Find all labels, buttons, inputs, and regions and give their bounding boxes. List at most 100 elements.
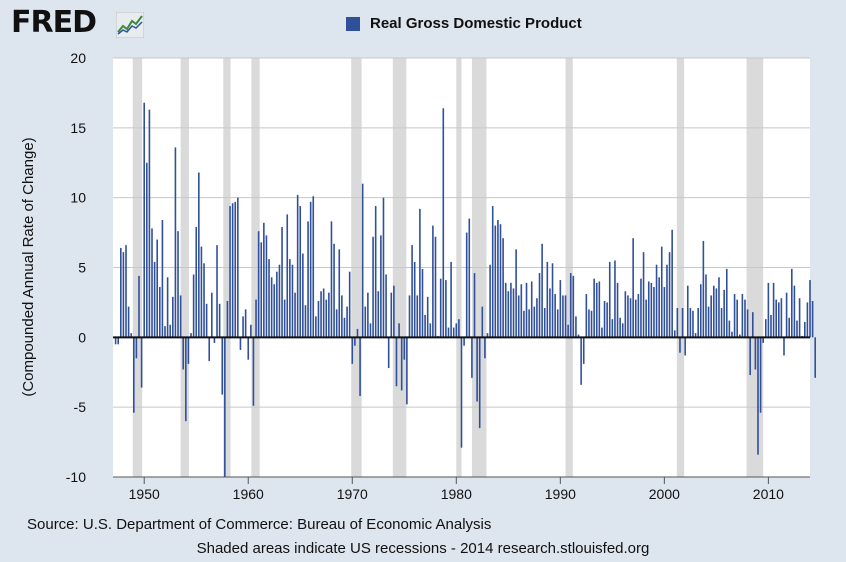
gdp-bar (757, 337, 759, 455)
gdp-bar (239, 337, 242, 350)
legend-label: Real Gross Domestic Product (370, 15, 582, 32)
gdp-bar (406, 337, 408, 405)
gdp-bar (720, 308, 723, 338)
gdp-bar (413, 261, 416, 338)
gdp-bar (382, 197, 385, 338)
gdp-bar (273, 284, 276, 338)
gdp-bar (286, 214, 289, 338)
gdp-bar (400, 337, 403, 391)
gdp-bar (621, 323, 624, 338)
gdp-bar (374, 206, 377, 338)
gdp-bar (746, 309, 749, 338)
gdp-bar (122, 252, 125, 338)
gdp-bar (120, 247, 122, 338)
gdp-bar (356, 328, 359, 338)
gdp-bar (616, 282, 619, 338)
gdp-bar (541, 243, 543, 338)
gdp-bar (218, 303, 221, 338)
gdp-bar (608, 261, 611, 338)
gdp-bar (117, 337, 120, 345)
gdp-bar (572, 275, 575, 338)
gdp-bar (785, 292, 788, 338)
gdp-bar (328, 292, 330, 338)
legend-swatch (346, 16, 360, 31)
gdp-bar (250, 324, 252, 338)
gdp-bar (343, 317, 346, 338)
gdp-bar (650, 282, 653, 338)
gdp-bar (562, 295, 564, 338)
gdp-bar (398, 323, 400, 338)
gdp-bar (507, 291, 510, 338)
fred-logo[interactable]: FRED (11, 5, 97, 40)
gdp-bar (172, 296, 174, 338)
gdp-bar (689, 308, 692, 338)
gdp-bar (796, 320, 798, 338)
line-chart-icon (116, 12, 144, 38)
gdp-bar (712, 285, 715, 338)
gdp-bar (736, 299, 738, 338)
gdp-bar (125, 245, 127, 338)
gdp-bar (127, 306, 130, 338)
gdp-bar (515, 249, 517, 338)
gdp-bar (419, 208, 421, 338)
gdp-bar (148, 109, 151, 338)
gdp-bar (439, 278, 442, 338)
gdp-bar (653, 287, 655, 338)
gdp-bar (543, 308, 546, 338)
gdp-bar (658, 277, 660, 338)
gdp-bar (226, 301, 229, 338)
gdp-bar (598, 281, 601, 338)
gdp-bar (751, 312, 754, 338)
y-tick-label: 20 (70, 50, 86, 66)
gdp-bar (749, 337, 751, 376)
gdp-bar (512, 288, 515, 338)
gdp-bar (530, 281, 533, 338)
gdp-bar (803, 321, 806, 338)
gdp-bar (606, 302, 608, 338)
gdp-bar (673, 330, 676, 338)
gdp-bar (777, 302, 780, 338)
gdp-bar (231, 203, 234, 338)
gdp-bar (424, 314, 426, 338)
y-tick-label: 10 (70, 190, 86, 206)
gdp-bar (192, 274, 195, 338)
gdp-bar (629, 298, 632, 338)
y-axis-label: (Compounded Annual Rate of Change) (20, 137, 37, 396)
gdp-bar (783, 337, 785, 356)
gdp-bar (291, 264, 294, 338)
gdp-bar (198, 172, 200, 338)
gdp-bar (575, 316, 577, 338)
gdp-bar (359, 337, 361, 396)
gdp-bar (393, 285, 395, 338)
gdp-bar (619, 317, 621, 338)
gdp-bar (733, 294, 736, 338)
gdp-bar (663, 287, 666, 338)
gdp-bar (744, 299, 746, 338)
gdp-bar (458, 319, 460, 338)
y-tick-label: 0 (78, 329, 86, 345)
gdp-bar (315, 316, 317, 338)
source-note: Source: U.S. Department of Commerce: Bur… (27, 516, 492, 533)
gdp-bar (247, 337, 250, 360)
gdp-bar (268, 259, 270, 338)
gdp-bar (351, 337, 354, 364)
gdp-bar (595, 282, 598, 338)
gdp-bar (159, 287, 161, 338)
gdp-bar (567, 324, 569, 338)
gdp-bar (632, 238, 634, 338)
gdp-bar (502, 238, 504, 338)
gdp-bar (205, 303, 208, 338)
gdp-bar (731, 331, 733, 338)
gdp-bar (775, 299, 777, 338)
gdp-bar (725, 268, 728, 338)
gdp-bar (697, 308, 699, 338)
gdp-bar (465, 232, 468, 338)
gdp-bar (395, 337, 398, 387)
gdp-bar (814, 337, 817, 378)
gdp-bar (770, 314, 772, 338)
gdp-bar (354, 337, 356, 346)
x-tick-label: 2000 (649, 486, 680, 502)
gdp-bar (738, 334, 741, 338)
gdp-bar (702, 240, 705, 338)
recession-note[interactable]: Shaded areas indicate US recessions - 20… (196, 540, 650, 557)
